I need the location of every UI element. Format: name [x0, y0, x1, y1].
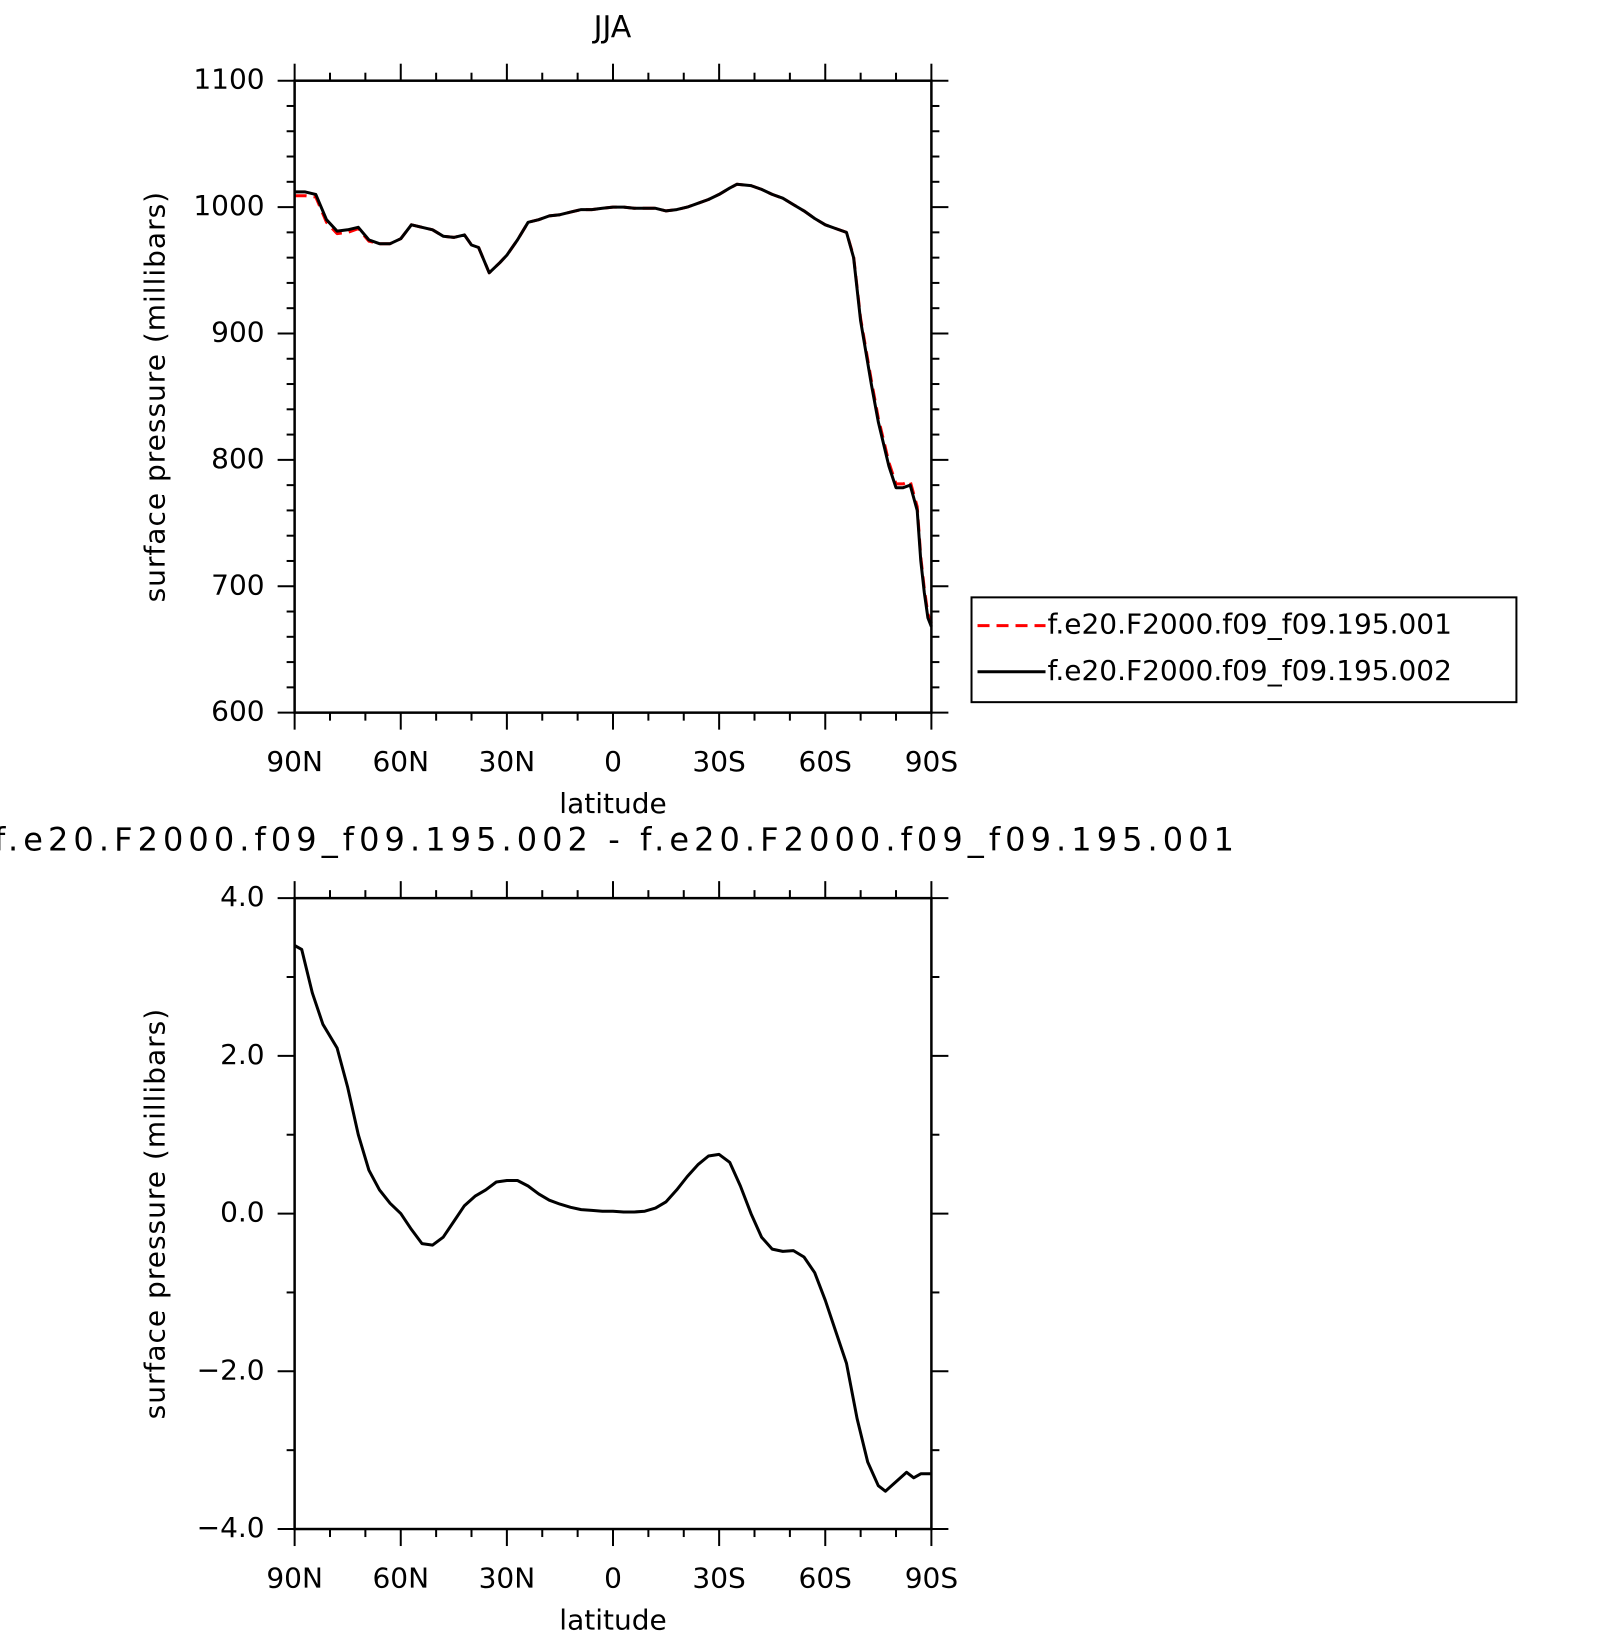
legend-label: f.e20.F2000.f09_f09.195.002 [1048, 654, 1452, 687]
y-tick-label: −2.0 [197, 1353, 265, 1386]
x-tick-label: 90S [905, 1561, 958, 1594]
x-tick-label: 0 [604, 745, 622, 778]
x-tick-label: 0 [604, 1561, 622, 1594]
x-tick-label: 30S [692, 745, 745, 778]
y-tick-label: 700 [211, 568, 264, 601]
legend: f.e20.F2000.f09_f09.195.001 f.e20.F2000.f… [970, 596, 1518, 704]
y-tick-label: 1100 [193, 63, 264, 96]
y-tick-label: 800 [211, 442, 264, 475]
data-line [293, 944, 932, 1493]
data-line [294, 182, 933, 624]
plot-frame [293, 896, 933, 1531]
y-tick-label: 0.0 [220, 1196, 265, 1229]
plot-frame [293, 79, 933, 714]
y-axis-label: surface pressure (millibars) [138, 191, 171, 603]
y-tick-label: 1000 [193, 189, 264, 222]
x-tick-label: 30N [479, 745, 536, 778]
x-tick-label: 60N [372, 1561, 429, 1594]
x-tick-label: 30N [479, 1561, 536, 1594]
data-line [294, 182, 933, 628]
y-axis-label: surface pressure (millibars) [138, 1008, 171, 1420]
chart-title: f.e20.F2000.f09_f09.195.002 - f.e20.F200… [0, 821, 1234, 859]
y-tick-label: 2.0 [220, 1038, 265, 1071]
x-tick-label: 90N [266, 1561, 323, 1594]
x-tick-label: 60N [372, 745, 429, 778]
y-tick-label: 900 [211, 315, 264, 348]
y-tick-label: 4.0 [220, 880, 265, 913]
x-tick-label: 90S [905, 745, 958, 778]
x-axis-label: latitude [559, 1603, 666, 1635]
y-tick-label: 600 [211, 695, 264, 728]
x-axis-label: latitude [559, 787, 666, 820]
legend-label: f.e20.F2000.f09_f09.195.001 [1048, 608, 1452, 641]
x-tick-label: 60S [799, 1561, 852, 1594]
x-tick-label: 30S [692, 1561, 745, 1594]
x-tick-label: 60S [799, 745, 852, 778]
legend-box [970, 596, 1518, 704]
chart-title: JJA [592, 10, 632, 45]
x-tick-label: 90N [266, 745, 323, 778]
y-tick-label: −4.0 [197, 1511, 265, 1544]
